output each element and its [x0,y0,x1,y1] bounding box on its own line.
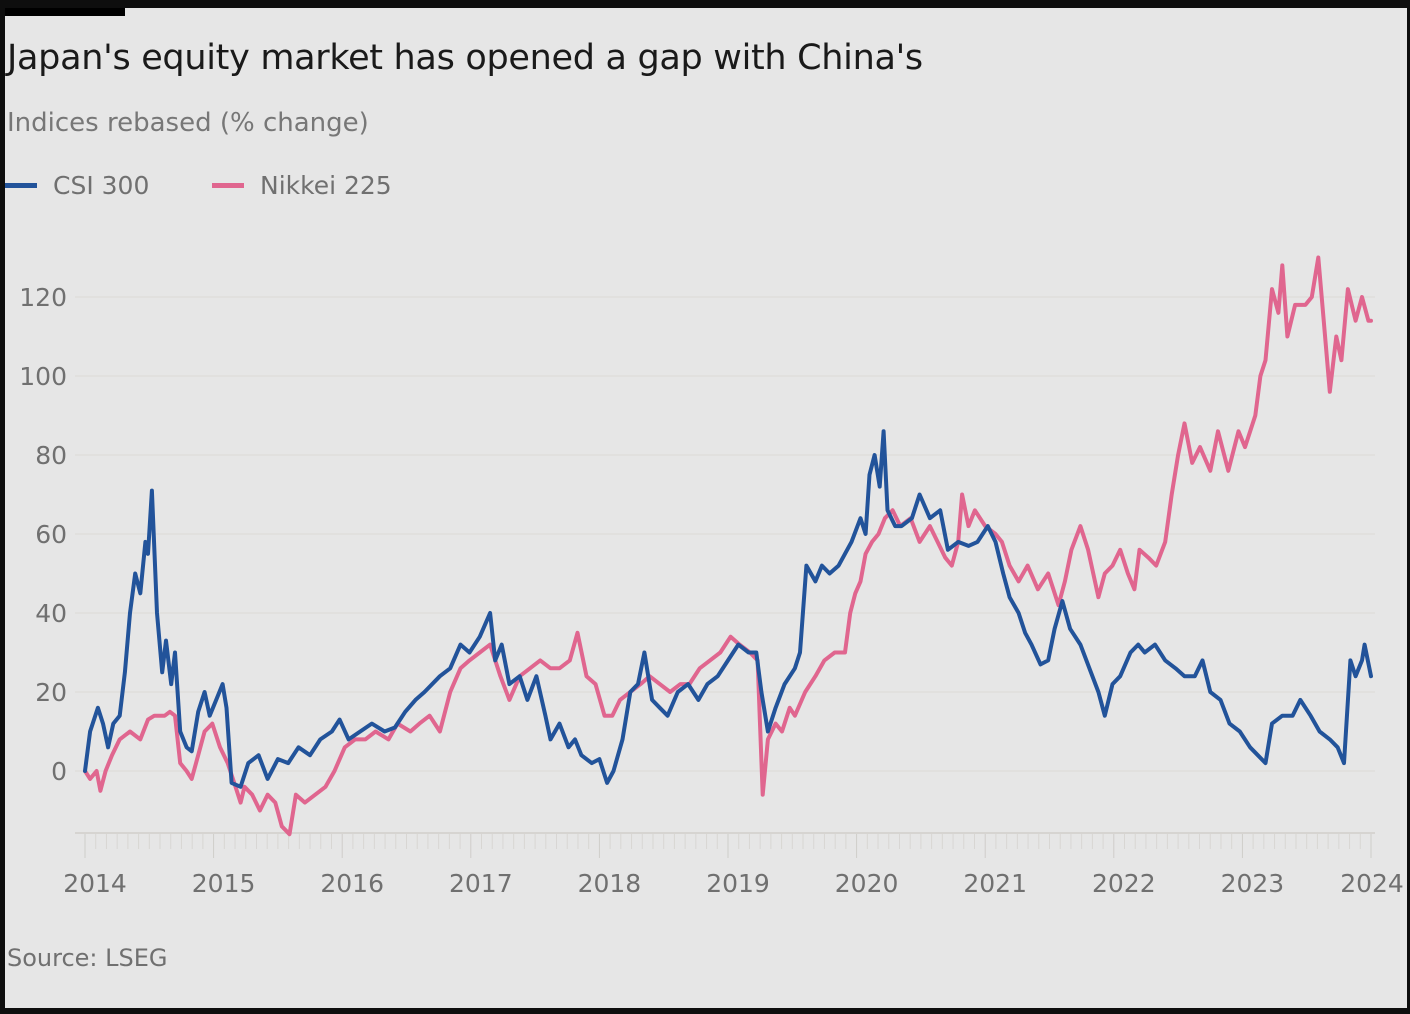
y-tick-label: 40 [35,599,67,628]
y-tick-label: 60 [35,520,67,549]
legend-label-nikkei225: Nikkei 225 [260,171,392,200]
legend-item-csi300: CSI 300 [5,171,149,200]
y-tick-label: 80 [35,441,67,470]
x-tick-label: 2020 [835,869,899,898]
x-tick-label: 2021 [963,869,1027,898]
x-tick-label: 2023 [1221,869,1285,898]
chart-subtitle: Indices rebased (% change) [7,108,369,138]
y-tick-label: 0 [51,757,67,786]
legend-swatch-nikkei225 [212,183,244,188]
y-tick-label: 20 [35,678,67,707]
x-tick-label: 2015 [192,869,256,898]
x-tick-label: 2019 [706,869,770,898]
y-tick-label: 120 [19,283,67,312]
x-tick-label: 2022 [1092,869,1156,898]
chart-title: Japan's equity market has opened a gap w… [7,38,923,78]
series-line-csi-300 [83,429,1373,789]
series-line-nikkei-225 [83,255,1373,837]
legend-label-csi300: CSI 300 [53,171,150,200]
x-tick-label: 2024 [1340,869,1404,898]
header-tab-bar [5,8,125,16]
legend-item-nikkei225: Nikkei 225 [212,171,392,200]
y-tick-label: 100 [19,362,67,391]
chart-panel: Japan's equity market has opened a gap w… [5,8,1407,1008]
source-note: Source: LSEG [7,944,168,972]
x-tick-label: 2018 [578,869,642,898]
x-tick-label: 2014 [63,869,127,898]
legend-swatch-csi300 [5,183,37,188]
x-tick-label: 2017 [449,869,513,898]
x-tick-label: 2016 [320,869,384,898]
